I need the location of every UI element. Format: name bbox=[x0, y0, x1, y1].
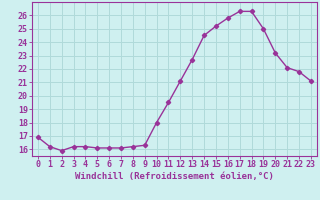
X-axis label: Windchill (Refroidissement éolien,°C): Windchill (Refroidissement éolien,°C) bbox=[75, 172, 274, 181]
